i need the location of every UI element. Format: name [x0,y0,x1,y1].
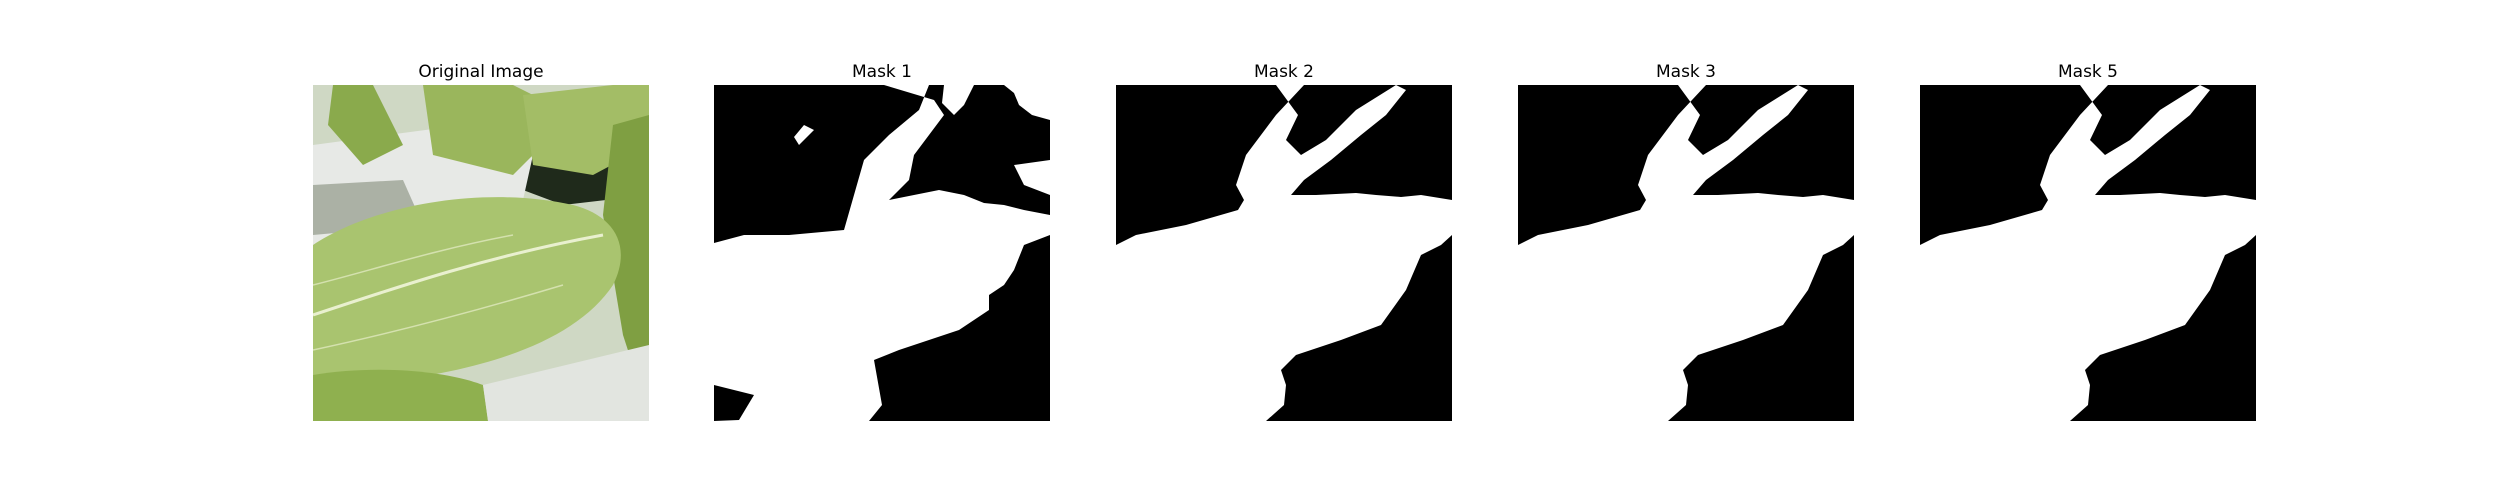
panel-title: Original Image [418,62,544,82]
panel-title: Mask 2 [1253,62,1314,82]
mask-2-image [1116,85,1452,421]
panel-title: Mask 1 [851,62,912,82]
original-photo [313,85,649,421]
panel-title: Mask 5 [2057,62,2118,82]
mask-3-image [1518,85,1854,421]
mask-5-image [1920,85,2256,421]
panel-title: Mask 3 [1655,62,1716,82]
mask-1-image [714,85,1050,421]
